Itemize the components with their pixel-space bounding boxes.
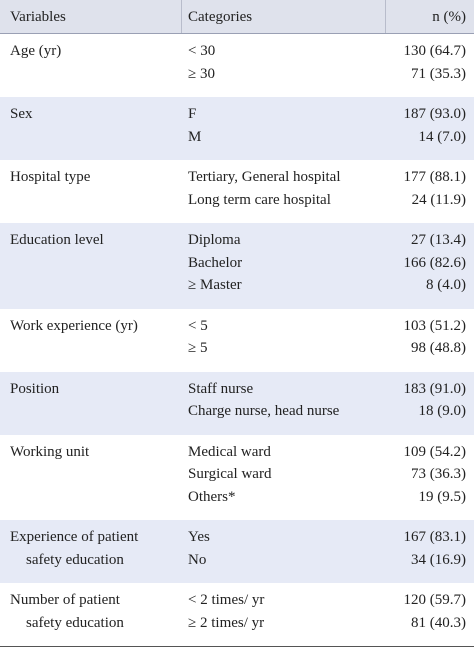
count-cell: 120 (59.7) xyxy=(403,592,467,608)
group-band xyxy=(0,308,474,372)
category-label: F xyxy=(188,106,197,122)
count-cell: 19 (9.5) xyxy=(418,488,467,505)
variable-label: Sex xyxy=(10,106,33,122)
category-label: Yes xyxy=(188,529,210,545)
category-label: < 5 xyxy=(188,317,208,334)
count-cell: 34 (16.9) xyxy=(411,551,466,568)
count-cell: 103 (51.2) xyxy=(403,317,467,334)
category-label: Bachelor xyxy=(188,254,243,271)
count-cell: 177 (88.1) xyxy=(403,169,467,185)
category-label: ≥ Master xyxy=(188,277,242,293)
count-cell: 73 (36.3) xyxy=(411,466,466,482)
category-label: Surgical ward xyxy=(188,466,272,482)
variable-label: Position xyxy=(10,380,60,397)
variable-label: Hospital type xyxy=(10,169,91,185)
category-label: No xyxy=(188,551,207,568)
count-cell: 14 (7.0) xyxy=(418,128,467,145)
header-cell: Variables xyxy=(10,9,66,25)
category-label: Charge nurse, head nurse xyxy=(188,403,340,419)
count-cell: 27 (13.4) xyxy=(411,232,466,248)
variable-label: Experience of patient xyxy=(10,529,139,545)
category-label: Long term care hospital xyxy=(188,191,331,208)
count-cell: 24 (11.9) xyxy=(411,191,466,208)
group-band xyxy=(0,223,474,309)
count-cell: 81 (40.3) xyxy=(411,614,466,631)
count-cell: 109 (54.2) xyxy=(403,443,467,460)
count-cell: 130 (64.7) xyxy=(403,43,467,59)
count-cell: 8 (4.0) xyxy=(426,277,466,293)
category-label: ≥ 2 times/ yr xyxy=(188,614,265,631)
count-cell: 71 (35.3) xyxy=(411,65,466,82)
count-cell: 183 (91.0) xyxy=(403,380,467,397)
category-label: < 30 xyxy=(188,43,216,59)
header-cell: Categories xyxy=(188,9,253,25)
category-label: Staff nurse xyxy=(188,380,254,397)
header-divider xyxy=(385,0,386,33)
category-label: M xyxy=(188,128,202,145)
variable-label: safety education xyxy=(26,614,124,631)
variable-label: Education level xyxy=(10,232,104,248)
variable-label: Number of patient xyxy=(10,592,120,608)
count-cell: 187 (93.0) xyxy=(403,106,467,122)
category-label: Tertiary, General hospital xyxy=(188,169,341,185)
header-divider xyxy=(181,0,182,33)
variable-label: Working unit xyxy=(10,443,90,460)
group-band xyxy=(0,34,474,97)
group-band xyxy=(0,97,474,160)
group-band xyxy=(0,520,474,583)
count-cell: 167 (83.1) xyxy=(403,529,467,545)
count-cell: 166 (82.6) xyxy=(403,254,467,271)
header-cell: n (%) xyxy=(432,9,466,25)
group-band xyxy=(0,371,474,435)
count-cell: 98 (48.8) xyxy=(411,340,466,356)
header-row xyxy=(0,0,474,34)
variable-label: Age (yr) xyxy=(10,43,62,59)
category-label: < 2 times/ yr xyxy=(188,592,265,608)
category-label: Others* xyxy=(188,488,236,505)
category-label: Diploma xyxy=(188,232,241,248)
group-band xyxy=(0,434,474,520)
category-label: ≥ 5 xyxy=(188,340,208,356)
category-label: ≥ 30 xyxy=(188,65,215,82)
variable-label: safety education xyxy=(26,551,124,568)
group-band xyxy=(0,160,474,223)
count-cell: 18 (9.0) xyxy=(418,403,467,419)
variable-label: Work experience (yr) xyxy=(10,317,138,334)
category-label: Medical ward xyxy=(188,443,271,460)
